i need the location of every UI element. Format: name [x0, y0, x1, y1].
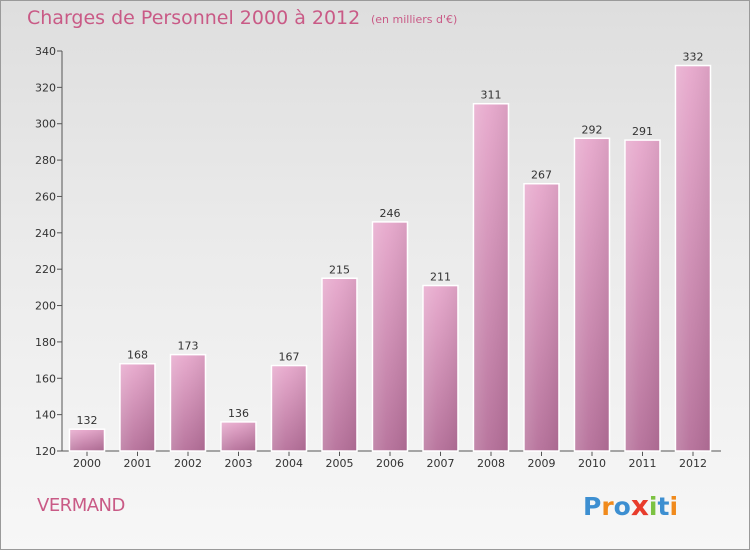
y-tick-label: 200: [35, 300, 56, 313]
x-tick-label: 2001: [124, 457, 152, 470]
x-tick-label: 2005: [326, 457, 354, 470]
x-tick-label: 2010: [578, 457, 606, 470]
bar-shading: [575, 139, 609, 452]
data-label: 267: [531, 169, 552, 182]
x-tick-label: 2007: [427, 457, 455, 470]
logo-letter: o: [613, 492, 631, 521]
logo-letter: r: [601, 492, 614, 521]
x-tick-label: 2002: [174, 457, 202, 470]
data-label: 132: [77, 414, 98, 427]
y-tick-label: 280: [35, 154, 56, 167]
y-tick-label: 240: [35, 227, 56, 240]
bar-shading: [323, 279, 356, 451]
data-label: 292: [582, 123, 603, 136]
data-labels: 132 168 173 136 167 215 246 211 311 267 292 291 332: [77, 51, 704, 428]
logo-letter: i: [648, 492, 658, 521]
bar-shading: [626, 141, 659, 451]
chart-subtitle: (en milliers d'€): [371, 13, 458, 26]
data-label: 136: [228, 407, 249, 420]
data-label: 291: [632, 125, 653, 138]
data-label: 215: [329, 263, 350, 276]
x-tick-label: 2000: [73, 457, 101, 470]
chart-title: Charges de Personnel 2000 à 2012: [27, 7, 361, 29]
x-tick-label: 2006: [376, 457, 404, 470]
y-tick-label: 140: [35, 409, 56, 422]
data-label: 173: [178, 340, 199, 353]
bar-shading: [373, 222, 407, 451]
y-tick-label: 120: [35, 445, 56, 458]
data-label: 311: [481, 89, 502, 102]
bar-shading: [525, 184, 558, 451]
data-label: 167: [279, 351, 300, 364]
logo-letter: t: [657, 492, 670, 521]
x-tick-label: 2004: [275, 457, 303, 470]
x-tick-label: 2011: [629, 457, 657, 470]
y-tick-label: 320: [35, 81, 56, 94]
data-label: 211: [430, 271, 451, 284]
x-tick-label: 2009: [528, 457, 556, 470]
bars: [68, 64, 712, 452]
logo-letter: x: [630, 489, 649, 522]
bar-shading: [474, 104, 508, 452]
bar-shading: [70, 430, 104, 451]
y-tick-label: 180: [35, 336, 56, 349]
bar-shading: [424, 286, 457, 451]
data-label: 246: [380, 207, 401, 220]
bar-shading: [676, 66, 710, 451]
y-tick-label: 220: [35, 263, 56, 276]
bar-shading: [121, 364, 154, 451]
logo-letter: P: [583, 492, 602, 521]
logo-letter: i: [669, 492, 679, 521]
data-label: 168: [127, 349, 148, 362]
y-tick-label: 340: [35, 45, 56, 58]
commune-name: VERMAND: [37, 495, 125, 516]
bar-shading: [222, 422, 255, 451]
x-tick-label: 2008: [477, 457, 505, 470]
bar-shading: [272, 366, 306, 451]
x-tick-label: 2003: [225, 457, 253, 470]
bar-shading: [171, 355, 205, 451]
y-tick-label: 300: [35, 118, 56, 131]
y-tick-label: 160: [35, 372, 56, 385]
y-tick-label: 260: [35, 190, 56, 203]
data-label: 332: [683, 51, 704, 64]
proxiti-logo: Proxiti: [583, 489, 678, 522]
x-tick-label: 2012: [679, 457, 707, 470]
